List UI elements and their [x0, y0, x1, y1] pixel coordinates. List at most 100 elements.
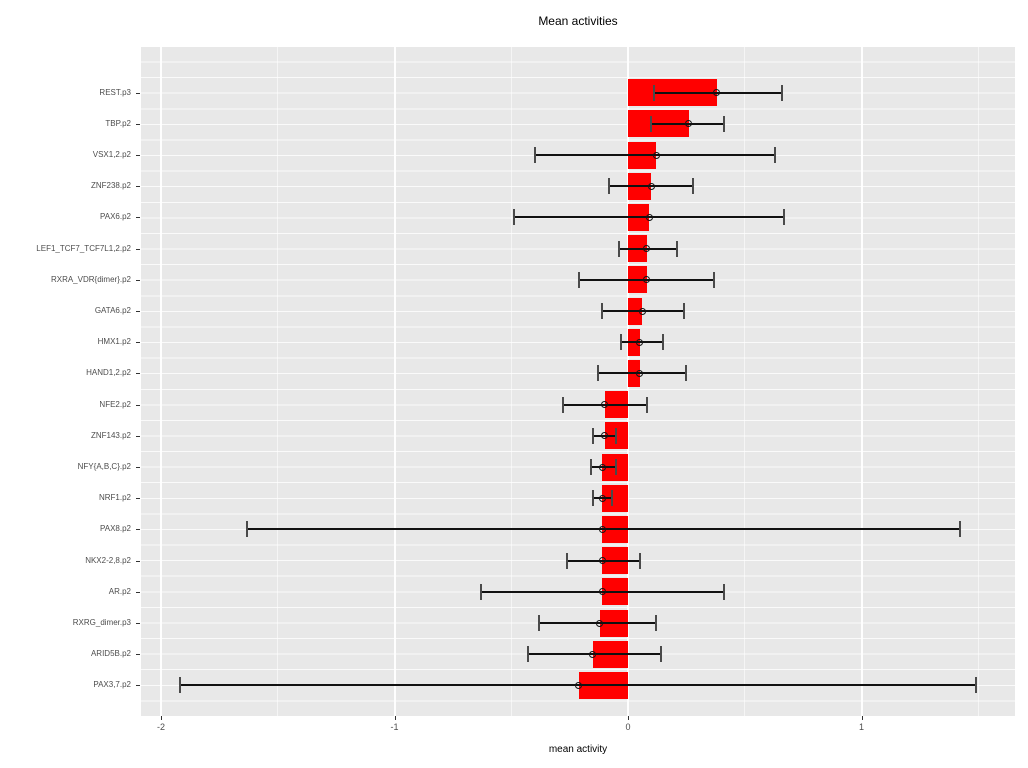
category-label: NKX2-2,8.p2 [85, 555, 131, 565]
category-label: HAND1,2.p2 [86, 368, 131, 378]
error-bar-cap [533, 147, 536, 163]
mean-point [589, 650, 597, 658]
error-bar-cap [561, 396, 564, 413]
mean-point [636, 369, 644, 377]
mean-point [713, 89, 721, 97]
category-label: TBP.p2 [105, 118, 131, 128]
error-bar-cap [638, 552, 641, 569]
category-label: ZNF143.p2 [90, 430, 131, 440]
error-bar-cap [659, 646, 662, 663]
error-bar-cap [655, 615, 658, 631]
category-label: RXRG_dimer.p3 [72, 618, 131, 627]
y-tick [136, 529, 140, 531]
mean-point [647, 182, 655, 190]
error-bar-cap [774, 147, 777, 163]
error-bar-cap [685, 365, 688, 382]
category-label: VSX1,2.p2 [92, 150, 131, 159]
gridline-minor [977, 47, 979, 716]
y-tick [136, 311, 140, 312]
category-label: PAX8.p2 [100, 524, 131, 534]
mean-point [601, 401, 609, 409]
y-tick [136, 623, 140, 624]
y-tick [136, 342, 140, 344]
mean-point [685, 120, 693, 128]
error-bar-cap [676, 240, 679, 257]
category-label: RXRA_VDR{dimer}.p2 [50, 274, 131, 284]
mean-point [598, 494, 606, 502]
category-label: ZNF238.p2 [90, 181, 131, 191]
x-axis-title: mean activity [548, 744, 608, 755]
error-bar-cap [591, 490, 594, 507]
y-tick [136, 685, 140, 687]
error-bar-cap [577, 271, 580, 288]
y-tick [136, 123, 140, 125]
y-tick [136, 155, 140, 156]
y-tick [136, 498, 140, 500]
error-bar-cap [591, 427, 594, 444]
mean-point [643, 245, 651, 253]
x-tick [861, 716, 863, 720]
gridline-major [160, 47, 162, 716]
error-bar-cap [781, 84, 784, 101]
mean-point [596, 619, 604, 627]
y-tick [136, 186, 140, 188]
error-bar-cap [783, 209, 786, 226]
error-bar-cap [608, 178, 611, 195]
category-label: NFE2.p2 [99, 399, 131, 409]
category-label: AR.p2 [108, 586, 131, 596]
error-bar-cap [650, 115, 653, 132]
y-tick [136, 467, 140, 468]
gridline-major [393, 47, 396, 716]
y-tick [136, 248, 140, 250]
error-bar-cap [566, 552, 569, 569]
error-bar-cap [645, 396, 648, 413]
category-label: NFY{A,B,C}.p2 [77, 462, 131, 471]
error-bar-cap [601, 303, 604, 319]
category-label: GATA6.p2 [94, 306, 131, 315]
error-bar-cap [615, 459, 618, 475]
error-bar-cap [178, 677, 181, 694]
error-bar-cap [652, 84, 655, 101]
gridline-minor [277, 47, 279, 716]
error-bar-cap [615, 427, 618, 444]
x-tick-label: 1 [858, 722, 864, 732]
y-tick [136, 279, 140, 281]
error-bar-cap [526, 646, 529, 663]
y-tick [136, 591, 140, 593]
error-bar-cap [610, 490, 613, 507]
mean-point [575, 681, 583, 689]
error-bar-cap [538, 615, 541, 631]
error-bar-cap [589, 459, 592, 475]
y-tick [136, 217, 140, 219]
error-bar-cap [617, 240, 620, 257]
x-tick [394, 716, 396, 720]
plot-panel [141, 47, 1015, 716]
x-tick-label: -1 [390, 722, 399, 732]
error-bar-cap [958, 521, 961, 538]
y-tick [136, 560, 140, 562]
error-bar-cap [619, 334, 622, 351]
x-tick [161, 716, 162, 720]
category-label: PAX6.p2 [100, 212, 131, 222]
y-tick [136, 654, 140, 656]
error-bar-cap [692, 178, 695, 195]
mean-point [638, 307, 646, 315]
mean-point [645, 213, 653, 221]
category-label: LEF1_TCF7_TCF7L1,2.p2 [36, 243, 131, 253]
gridline-minor [744, 47, 746, 716]
gridline-major [860, 47, 863, 716]
error-bar-cap [662, 334, 665, 351]
mean-point [598, 588, 606, 596]
mean-point [636, 338, 644, 346]
y-tick [136, 435, 140, 437]
x-tick [628, 716, 629, 720]
error-bar-cap [596, 365, 599, 382]
category-label: PAX3,7.p2 [93, 680, 131, 690]
error-bar-cap [722, 583, 725, 600]
error-bar-cap [722, 115, 725, 132]
x-tick-label: 0 [625, 722, 631, 732]
mean-point [652, 151, 660, 159]
category-label: ARID5B.p2 [90, 649, 131, 659]
error-bar-cap [246, 521, 249, 538]
error-bar-cap [683, 303, 686, 319]
